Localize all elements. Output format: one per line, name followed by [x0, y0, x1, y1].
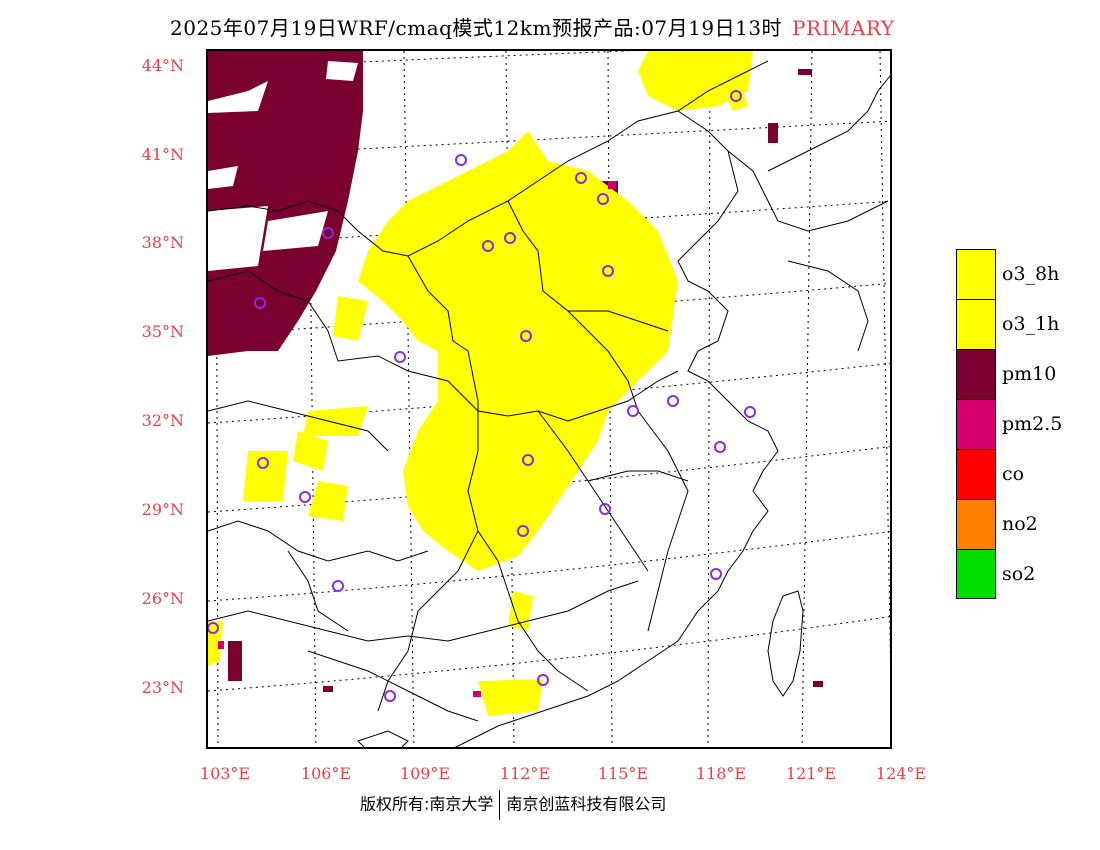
copyright-right: 南京创蓝科技有限公司	[506, 794, 667, 814]
lat-label-35: 35°N	[141, 322, 184, 341]
lon-label-124: 124°E	[875, 764, 927, 783]
legend-swatch	[956, 349, 996, 399]
boundaries	[208, 60, 890, 747]
lat-label-32: 32°N	[141, 411, 184, 430]
lat-label-38: 38°N	[141, 233, 184, 252]
lat-label-23: 23°N	[141, 678, 184, 697]
lat-label-29: 29°N	[141, 500, 184, 519]
primary-tag: PRIMARY	[792, 16, 895, 40]
pm10-gaps	[208, 61, 358, 271]
legend-swatch	[956, 249, 996, 299]
station-markers	[208, 90, 756, 702]
legend-label: o3_1h	[1002, 313, 1060, 335]
lat-label-44: 44°N	[141, 56, 184, 75]
legend-label: no2	[1002, 513, 1038, 535]
copyright-footer: 版权所有:南京大学 南京创蓝科技有限公司	[360, 790, 666, 820]
legend-label: so2	[1002, 563, 1036, 585]
copyright-left: 版权所有:南京大学	[360, 794, 494, 814]
legend-swatch	[956, 399, 996, 449]
legend-swatch	[956, 449, 996, 499]
lon-label-118: 118°E	[695, 764, 747, 783]
legend-label: pm2.5	[1002, 413, 1063, 435]
map-panel[interactable]	[206, 49, 892, 749]
lon-label-109: 109°E	[399, 764, 451, 783]
lat-label-41: 41°N	[141, 145, 184, 164]
pm25-areas	[218, 181, 616, 697]
lon-label-115: 115°E	[597, 764, 649, 783]
lon-label-121: 121°E	[785, 764, 837, 783]
legend-label: o3_8h	[1002, 263, 1060, 285]
lon-label-106: 106°E	[300, 764, 352, 783]
legend-swatch	[956, 549, 996, 599]
legend-label: pm10	[1002, 363, 1057, 385]
lat-label-26: 26°N	[141, 589, 184, 608]
lon-label-103: 103°E	[199, 764, 251, 783]
lon-label-112: 112°E	[499, 764, 551, 783]
title-text: 2025年07月19日WRF/cmaq模式12km预报产品:07月19日13时	[170, 16, 783, 40]
footer-divider	[499, 790, 501, 820]
legend-label: co	[1002, 463, 1025, 485]
legend-swatch	[956, 499, 996, 549]
pollution-map	[208, 51, 890, 747]
map-title: 2025年07月19日WRF/cmaq模式12km预报产品:07月19日13时 P…	[170, 12, 895, 41]
legend-swatch	[956, 299, 996, 349]
